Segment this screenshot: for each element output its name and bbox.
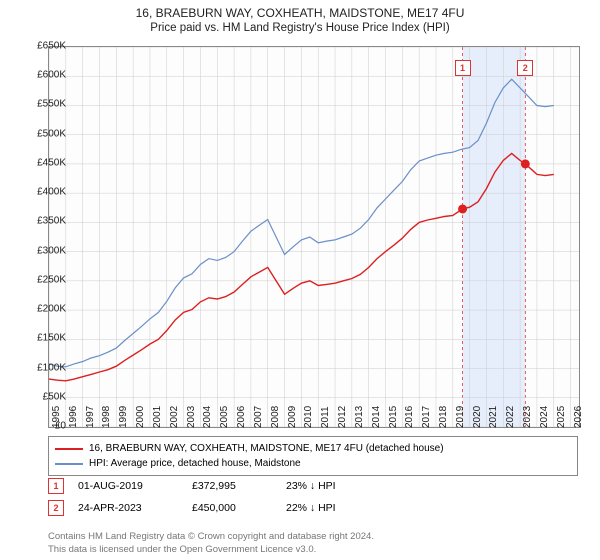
x-tick-label: 2006 [236,406,247,428]
x-tick-label: 2009 [287,406,298,428]
legend-item: 16, BRAEBURN WAY, COXHEATH, MAIDSTONE, M… [55,441,571,456]
y-tick-label: £550K [22,99,66,110]
x-tick-label: 2018 [438,406,449,428]
x-tick-label: 2024 [539,406,550,428]
legend-item: HPI: Average price, detached house, Maid… [55,456,571,471]
x-tick-label: 2014 [371,406,382,428]
x-tick-label: 1995 [51,406,62,428]
txn-date: 24-APR-2023 [78,502,178,514]
y-tick-label: £150K [22,333,66,344]
chart-subtitle: Price paid vs. HM Land Registry's House … [0,22,600,34]
y-tick-label: £500K [22,128,66,139]
x-tick-label: 2020 [472,406,483,428]
footer: Contains HM Land Registry data © Crown c… [48,531,374,556]
x-tick-label: 2022 [505,406,516,428]
x-tick-label: 2011 [320,406,331,428]
x-tick-label: 2010 [303,406,314,428]
txn-date: 01-AUG-2019 [78,480,178,492]
marker-badge-icon: 2 [48,500,64,516]
x-tick-label: 2023 [522,406,533,428]
legend: 16, BRAEBURN WAY, COXHEATH, MAIDSTONE, M… [48,436,578,476]
x-tick-label: 2003 [186,406,197,428]
x-tick-label: 2008 [270,406,281,428]
x-tick-label: 2001 [152,406,163,428]
plot-area [48,46,580,428]
x-tick-label: 2016 [404,406,415,428]
x-tick-label: 2015 [388,406,399,428]
legend-label: HPI: Average price, detached house, Maid… [89,456,301,471]
y-tick-label: £250K [22,274,66,285]
txn-price: £450,000 [192,502,272,514]
marker-badge-icon: 1 [48,478,64,494]
y-tick-label: £50K [22,391,66,402]
footer-line: Contains HM Land Registry data © Crown c… [48,531,374,543]
x-tick-label: 2026 [573,406,584,428]
legend-label: 16, BRAEBURN WAY, COXHEATH, MAIDSTONE, M… [89,441,444,456]
txn-delta: 23% ↓ HPI [286,480,336,492]
x-tick-label: 2007 [253,406,264,428]
x-tick-label: 2000 [135,406,146,428]
x-tick-label: 1998 [101,406,112,428]
txn-delta: 22% ↓ HPI [286,502,336,514]
x-tick-label: 2017 [421,406,432,428]
y-tick-label: £400K [22,187,66,198]
x-tick-label: 2025 [556,406,567,428]
x-tick-label: 1997 [85,406,96,428]
transaction-row: 2 24-APR-2023 £450,000 22% ↓ HPI [48,500,578,516]
y-tick-label: £600K [22,70,66,81]
title-block: 16, BRAEBURN WAY, COXHEATH, MAIDSTONE, M… [0,0,600,34]
y-tick-label: £350K [22,216,66,227]
x-tick-label: 2021 [488,406,499,428]
x-tick-label: 2019 [455,406,466,428]
y-tick-label: £100K [22,362,66,373]
chart-marker-badge: 1 [455,60,471,76]
transaction-row: 1 01-AUG-2019 £372,995 23% ↓ HPI [48,478,578,494]
x-tick-label: 2004 [202,406,213,428]
y-tick-label: £650K [22,41,66,52]
chart-container: 16, BRAEBURN WAY, COXHEATH, MAIDSTONE, M… [0,0,600,560]
y-tick-label: £450K [22,157,66,168]
y-tick-label: £300K [22,245,66,256]
txn-price: £372,995 [192,480,272,492]
x-tick-label: 2012 [337,406,348,428]
footer-line: This data is licensed under the Open Gov… [48,544,374,556]
legend-swatch [55,463,83,465]
x-tick-label: 2013 [354,406,365,428]
chart-marker-badge: 2 [517,60,533,76]
x-tick-label: 2005 [219,406,230,428]
legend-swatch [55,448,83,450]
y-tick-label: £200K [22,304,66,315]
x-tick-label: 1999 [118,406,129,428]
x-tick-label: 2002 [169,406,180,428]
chart-svg [49,47,579,427]
chart-title: 16, BRAEBURN WAY, COXHEATH, MAIDSTONE, M… [0,6,600,20]
x-tick-label: 1996 [68,406,79,428]
